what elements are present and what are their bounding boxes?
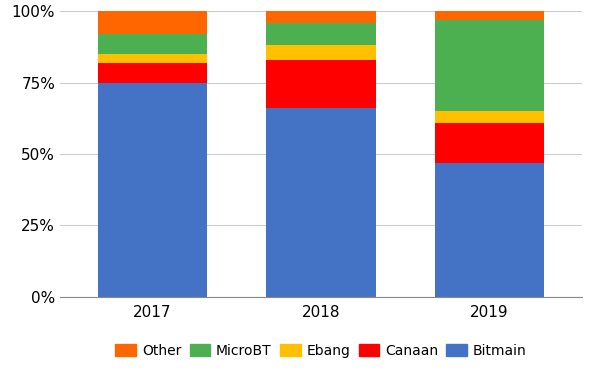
Bar: [98, 54, 208, 63]
Bar: [98, 63, 208, 83]
Bar: [98, 83, 208, 297]
Bar: [266, 45, 376, 60]
Bar: [266, 11, 376, 23]
Bar: [434, 20, 544, 111]
Bar: [266, 108, 376, 297]
Bar: [98, 34, 208, 54]
Bar: [434, 11, 544, 20]
Bar: [98, 11, 208, 34]
Bar: [266, 60, 376, 108]
Legend: Other, MicroBT, Ebang, Canaan, Bitmain: Other, MicroBT, Ebang, Canaan, Bitmain: [110, 338, 532, 363]
Bar: [434, 122, 544, 162]
Bar: [434, 111, 544, 122]
Bar: [434, 162, 544, 297]
Bar: [266, 23, 376, 45]
